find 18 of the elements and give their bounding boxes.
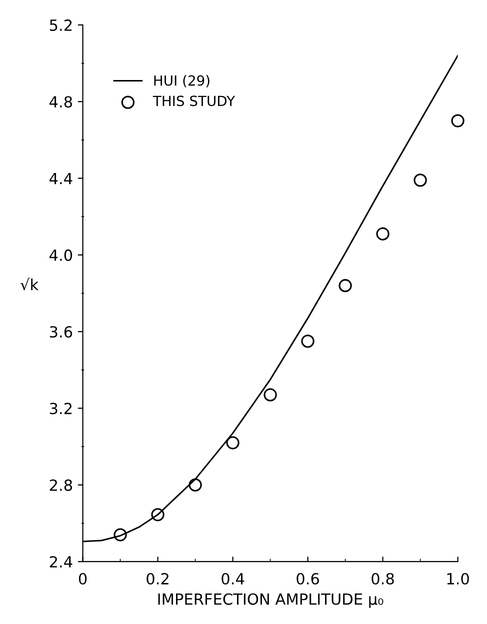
legend-label: HUI (29) — [154, 75, 210, 88]
y-tick-label: 2.8 — [50, 479, 72, 491]
x-tick-label: 0.6 — [296, 572, 319, 585]
x-tick-label: 0 — [78, 572, 87, 585]
y-tick-label: 3.6 — [50, 326, 72, 338]
y-tick-label: 4.4 — [50, 172, 72, 184]
x-tick-label: 0.8 — [372, 572, 394, 585]
y-tick-label: 5.2 — [50, 19, 72, 31]
y-tick-label: 4.8 — [50, 96, 72, 108]
x-axis-title: IMPERFECTION AMPLITUDE μ₀ — [158, 593, 384, 608]
y-tick-label: 2.4 — [50, 556, 72, 568]
x-tick-label: 1.0 — [447, 572, 469, 585]
y-tick-label: 3.2 — [50, 402, 72, 414]
x-tick-label: 0.2 — [146, 572, 168, 585]
y-axis-title: √k — [20, 278, 39, 290]
legend-label: THIS STUDY — [152, 96, 236, 106]
x-tick-label: 0.4 — [222, 572, 244, 585]
y-tick-label: 4.0 — [50, 249, 72, 261]
